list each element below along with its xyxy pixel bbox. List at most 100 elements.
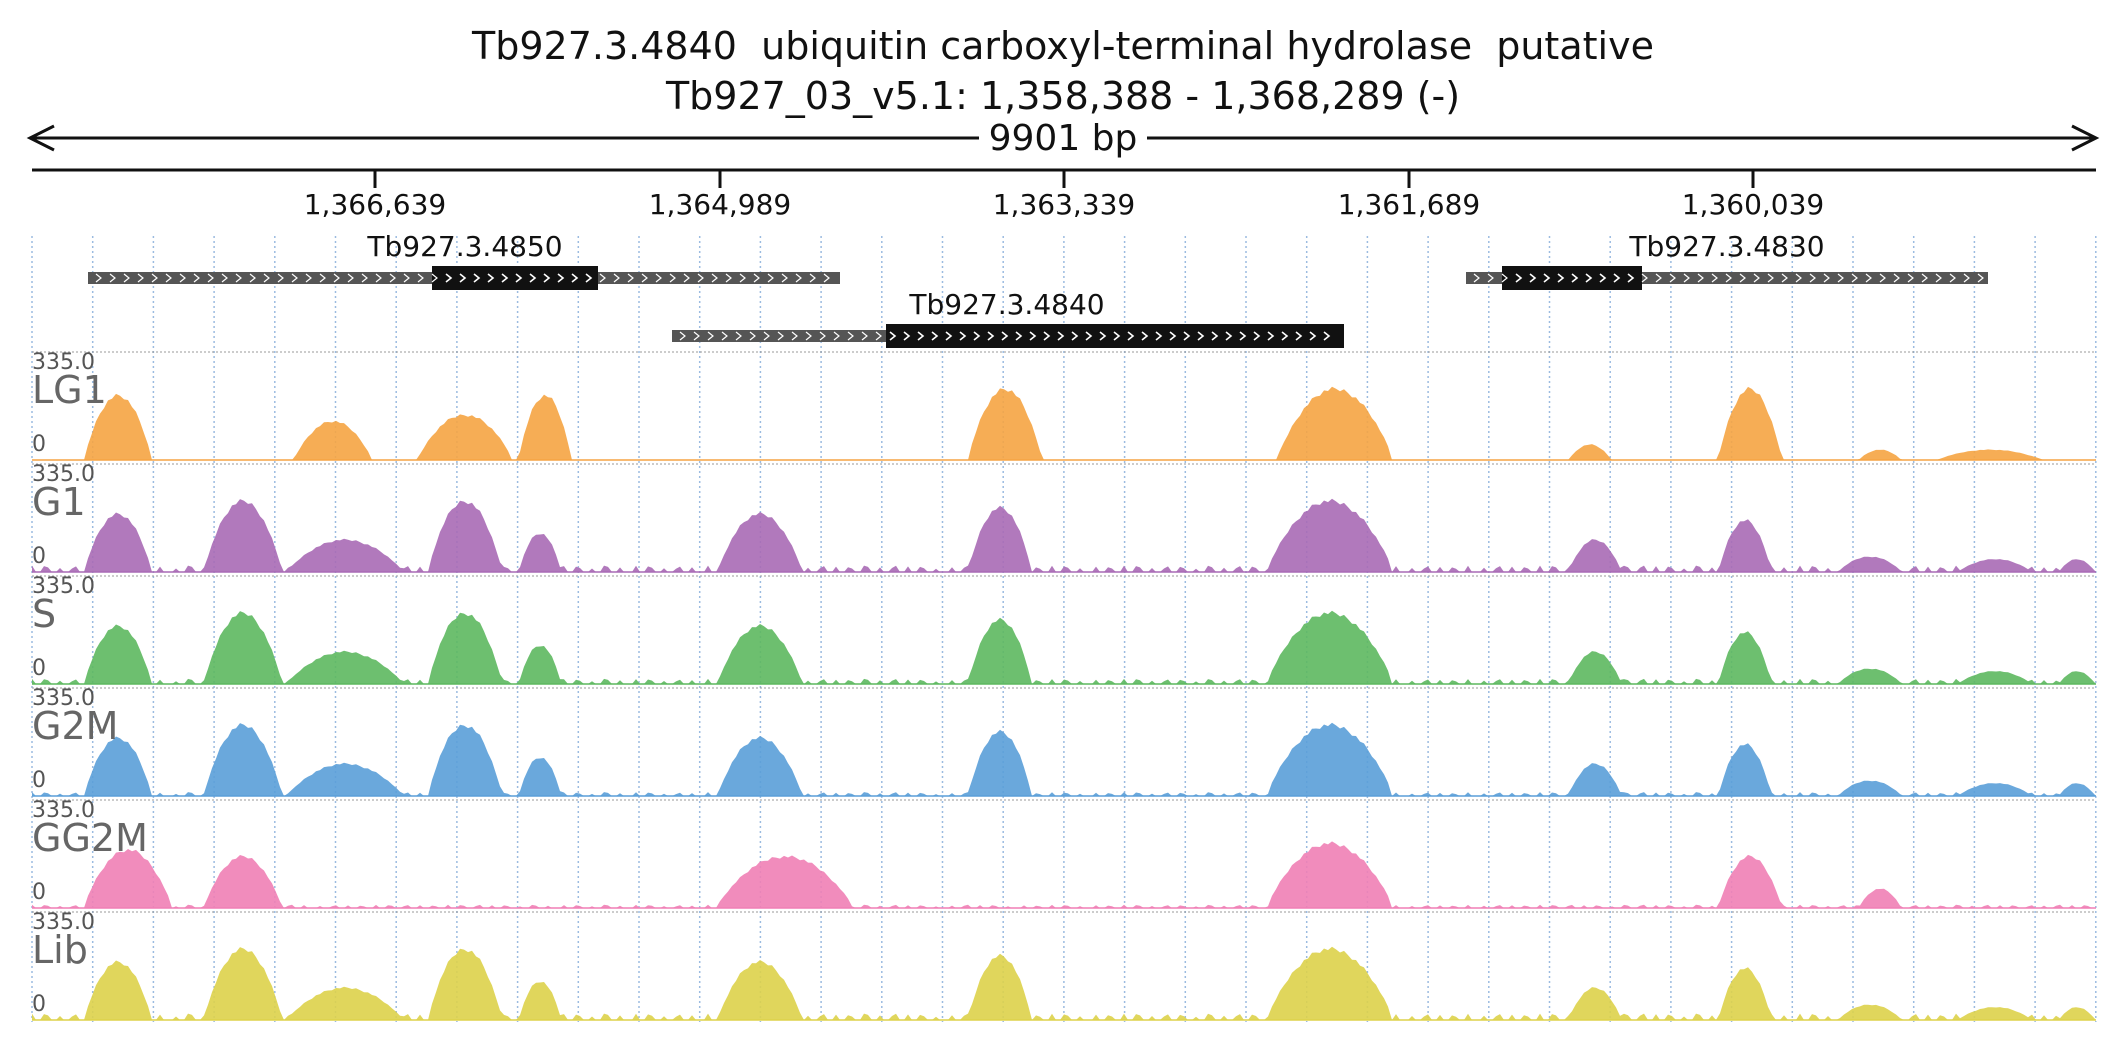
strand-arrow-icon [1197,331,1205,341]
strand-arrow-icon [1501,273,1508,283]
strand-arrow-icon [903,331,911,341]
strand-arrow-icon [1043,331,1051,341]
track-max-label: 335.0 [32,574,95,599]
track-max-label: 335.0 [32,798,95,823]
strand-arrow-icon [711,273,718,283]
strand-arrow-icon [1515,273,1523,283]
gene-label[interactable]: Tb927.3.4850 [367,230,563,263]
strand-arrow-icon [1851,273,1858,283]
strand-arrow-icon [1879,273,1886,283]
strand-arrow-icon [1487,273,1494,283]
strand-arrow-icon [819,331,826,341]
strand-arrow-icon [193,273,200,283]
track-max-label: 335.0 [32,462,95,487]
ruler-tick-label: 1,364,989 [648,188,792,221]
strand-arrow-icon [683,273,690,283]
strand-arrow-icon [459,273,467,283]
strand-arrow-icon [833,331,840,341]
strand-arrow-icon [1183,331,1191,341]
span-length: 9901 bp [0,118,2126,160]
strand-arrow-icon [707,331,714,341]
span-arrow-left-icon [26,124,55,152]
strand-arrow-icon [1655,273,1662,283]
strand-arrow-icon [1795,273,1802,283]
strand-arrow-icon [361,273,368,283]
strand-arrow-icon [805,331,812,341]
strand-arrow-icon [739,273,746,283]
strand-arrow-icon [697,273,704,283]
coverage-area [32,498,2096,572]
strand-arrow-icon [221,273,228,283]
strand-arrow-icon [1557,273,1565,283]
track-name[interactable]: GG2M [32,816,148,860]
strand-arrow-icon [1169,331,1177,341]
gene-title: Tb927.3.4840 ubiquitin carboxyl-terminal… [472,24,1654,68]
strand-arrow-icon [1683,273,1690,283]
strand-arrow-icon [889,331,897,341]
strand-arrow-icon [585,273,593,283]
strand-arrow-icon [1029,331,1037,341]
strand-arrow-icon [1323,331,1331,341]
strand-arrow-icon [1225,331,1233,341]
track-min-label: 0 [32,656,46,681]
track-name[interactable]: G1 [32,480,86,524]
strand-arrow-icon [781,273,788,283]
track-name[interactable]: LG1 [32,368,107,412]
strand-arrow-icon [403,273,410,283]
coverage-track-Lib [32,911,2096,1021]
gene-label[interactable]: Tb927.3.4830 [1629,230,1825,263]
strand-arrow-icon [1015,331,1023,341]
strand-arrow-icon [1767,273,1774,283]
ruler-tick-label: 1,366,639 [303,188,447,221]
strand-arrow-icon [1571,273,1579,283]
strand-arrow-icon [1057,331,1065,341]
coverage-track-G1 [32,463,2096,573]
strand-arrow-icon [319,273,326,283]
strand-arrow-icon [571,273,579,283]
strand-arrow-icon [1837,273,1844,283]
gene-label[interactable]: Tb927.3.4840 [909,288,1105,321]
strand-arrow-icon [627,273,634,283]
strand-arrow-icon [735,331,742,341]
coverage-area [32,946,2096,1020]
strand-arrow-icon [847,331,854,341]
strand-arrow-icon [1921,273,1928,283]
strand-arrow-icon [515,273,523,283]
strand-arrow-icon [1211,331,1219,341]
strand-arrow-icon [777,331,784,341]
strand-arrow-icon [1155,331,1163,341]
coverage-area [32,610,2096,684]
strand-arrow-icon [1977,273,1984,283]
strand-arrow-icon [473,273,481,283]
strand-arrow-icon [1809,273,1816,283]
strand-arrow-icon [1239,331,1247,341]
strand-arrow-icon [1963,273,1970,283]
strand-arrow-icon [875,331,882,341]
strand-arrow-icon [305,273,312,283]
strand-arrow-icon [809,273,816,283]
strand-arrow-icon [1907,273,1914,283]
strand-arrow-icon [1697,273,1704,283]
strand-arrow-icon [721,331,728,341]
strand-arrow-icon [1473,273,1480,283]
track-name[interactable]: Lib [32,928,88,972]
strand-arrow-icon [235,273,242,283]
strand-arrow-icon [1739,273,1746,283]
strand-arrow-icon [291,273,298,283]
strand-arrow-icon [123,273,130,283]
strand-arrow-icon [1113,331,1121,341]
track-name[interactable]: S [32,592,57,636]
strand-arrow-icon [791,331,798,341]
strand-arrow-icon [1085,331,1093,341]
strand-arrow-icon [641,273,648,283]
strand-arrow-icon [1585,273,1593,283]
strand-arrow-icon [861,331,868,341]
strand-arrow-icon [1529,273,1537,283]
track-name[interactable]: G2M [32,704,119,748]
strand-arrow-icon [655,273,662,283]
strand-arrow-icon [917,331,925,341]
gene-model [672,324,1344,348]
strand-arrow-icon [165,273,172,283]
strand-arrow-icon [333,273,340,283]
